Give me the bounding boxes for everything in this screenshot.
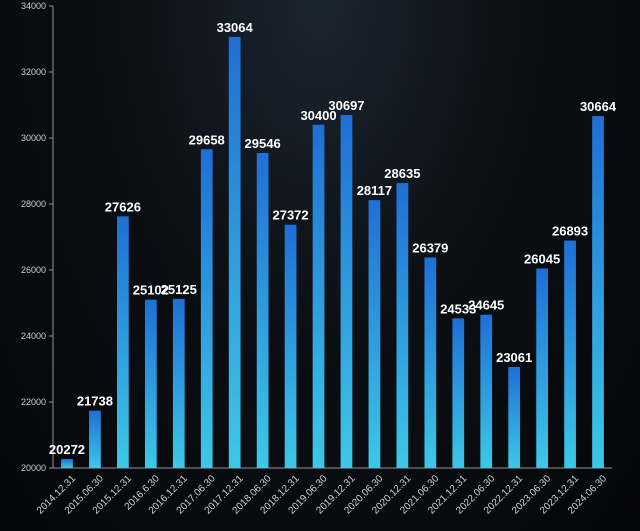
bar-2015.06.30 <box>89 410 101 468</box>
data-label: 26379 <box>412 240 448 255</box>
bar-2019.06.30 <box>312 124 325 469</box>
bar-2014.12.31 <box>61 459 73 468</box>
bar-2016.12.31 <box>172 298 185 468</box>
bars <box>61 36 604 469</box>
data-label: 24533 <box>440 301 476 316</box>
data-label: 23061 <box>496 350 532 365</box>
bar-2020.12.31 <box>396 183 409 469</box>
x-axis-ticks: 2014.12.312015.06.302015.12.312016.6.302… <box>35 473 610 516</box>
data-label: 20272 <box>49 442 85 457</box>
y-tick-label: 26000 <box>21 265 46 275</box>
bar-2017.12.31 <box>228 36 241 468</box>
bar-2017.06.30 <box>200 149 213 468</box>
y-tick-label: 28000 <box>21 199 46 209</box>
bar-2015.12.31 <box>117 216 129 468</box>
y-axis-ticks: 20000 22000 24000 26000 28000 30000 32000 34000 <box>21 1 53 473</box>
data-label: 30697 <box>328 98 364 113</box>
data-label: 30400 <box>300 108 336 123</box>
y-tick-label: 32000 <box>21 67 46 77</box>
data-label: 21738 <box>77 394 113 409</box>
bar-2022.06.30 <box>480 314 493 468</box>
bar-2020.06.30 <box>368 200 381 468</box>
data-label: 26045 <box>524 252 560 267</box>
bar-2016.6.30 <box>144 299 157 468</box>
bar-2021.06.30 <box>424 257 437 468</box>
bar-2024.06.30 <box>592 116 604 468</box>
data-label: 29546 <box>245 136 281 151</box>
y-tick-label: 30000 <box>21 133 46 143</box>
data-label: 27372 <box>272 208 308 223</box>
data-label: 30664 <box>580 99 617 114</box>
bar-2018.12.31 <box>284 224 297 468</box>
data-label: 25102 <box>133 283 169 298</box>
bar-2021.12.31 <box>452 318 465 468</box>
data-label: 29658 <box>189 132 225 147</box>
y-tick-label: 22000 <box>21 397 46 407</box>
bar-2023.06.30 <box>536 268 548 468</box>
data-label: 28117 <box>357 183 392 198</box>
data-label: 27626 <box>105 199 141 214</box>
bar-2019.12.31 <box>340 114 353 469</box>
data-label: 24645 <box>468 298 504 313</box>
y-tick-label: 20000 <box>21 463 46 473</box>
y-tick-label: 34000 <box>21 1 46 11</box>
bar-2023.12.31 <box>564 240 576 468</box>
data-label: 26893 <box>552 224 588 239</box>
bar-2022.12.31 <box>508 366 521 468</box>
data-label: 28635 <box>384 166 420 181</box>
bar-2018.06.30 <box>256 152 269 468</box>
y-tick-label: 24000 <box>21 331 46 341</box>
data-label: 33064 <box>217 20 254 35</box>
data-label: 25125 <box>161 282 197 297</box>
